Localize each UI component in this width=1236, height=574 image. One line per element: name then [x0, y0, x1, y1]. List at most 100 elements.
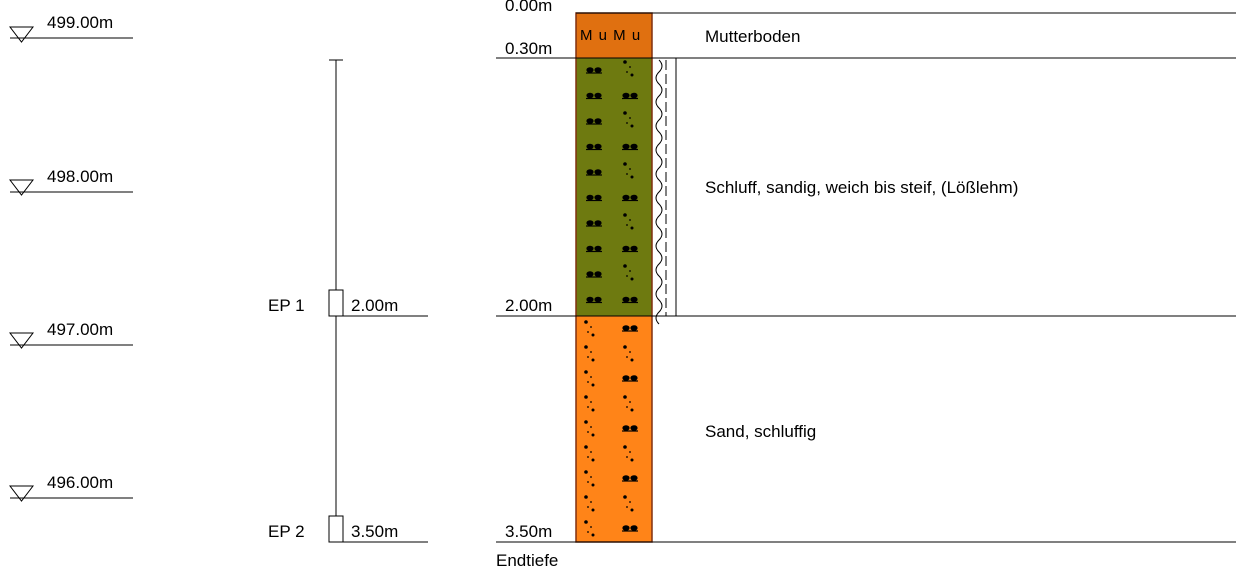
depth-label: 0.00m: [505, 0, 552, 15]
silt-grain-icon: [594, 92, 602, 99]
sand-grain-icon: [626, 275, 628, 277]
sand-grain-icon: [630, 175, 634, 179]
silt-grain-icon: [622, 325, 630, 331]
silt-grain-icon: [594, 67, 602, 73]
sand-grain-icon: [630, 73, 634, 77]
sand-grain-icon: [587, 331, 589, 333]
pattern-silt-sand: [586, 60, 638, 304]
sand-grain-icon: [626, 506, 628, 508]
end-depth-label: Endtiefe: [496, 551, 558, 570]
sand-grain-icon: [584, 520, 588, 524]
silt-grain-icon: [594, 245, 602, 252]
elevation-marker: 497.00m: [8, 320, 133, 349]
sample-label: EP 2: [268, 522, 305, 541]
silt-grain-icon: [630, 475, 638, 481]
sand-grain-icon: [587, 456, 589, 458]
sand-grain-icon: [590, 476, 592, 478]
silt-grain-icon: [594, 194, 602, 201]
sand-grain-icon: [591, 383, 595, 387]
layer-sand: [576, 316, 652, 542]
silt-grain-icon: [594, 220, 602, 226]
sand-grain-icon: [623, 395, 627, 399]
sample-column: EP 1 2.00m EP 2 3.50m: [268, 59, 428, 543]
silt-grain-icon: [630, 296, 638, 303]
depth-label: 3.50m: [505, 522, 552, 541]
sand-grain-icon: [629, 117, 631, 119]
sand-grain-icon: [626, 71, 628, 73]
sand-grain-icon: [623, 445, 627, 449]
sample-ep2: EP 2 3.50m: [268, 515, 428, 543]
sand-grain-icon: [584, 420, 588, 424]
elevation-label: 496.00m: [47, 473, 113, 492]
sand-grain-icon: [623, 162, 627, 166]
sand-grain-icon: [630, 408, 634, 412]
sand-grain-icon: [590, 526, 592, 528]
sand-grain-icon: [590, 376, 592, 378]
silt-grain-icon: [622, 475, 630, 481]
silt-grain-icon: [594, 271, 602, 277]
sand-grain-icon: [591, 483, 595, 487]
sand-grain-icon: [629, 401, 631, 403]
sand-grain-icon: [630, 277, 634, 281]
layer-mutterboden: [576, 13, 652, 58]
silt-grain-icon: [622, 194, 630, 201]
silt-grain-icon: [586, 245, 594, 252]
sand-grain-icon: [629, 219, 631, 221]
sand-grain-icon: [591, 508, 595, 512]
elevation-marker: 498.00m: [8, 167, 133, 196]
sand-grain-icon: [587, 356, 589, 358]
sand-grain-icon: [629, 270, 631, 272]
sand-grain-icon: [623, 213, 627, 217]
silt-grain-icon: [622, 525, 630, 531]
silt-grain-icon: [586, 296, 594, 303]
sand-grain-icon: [626, 356, 628, 358]
elevation-triangle-icon: [8, 26, 35, 43]
silt-grain-icon: [630, 525, 638, 531]
sand-grain-icon: [590, 426, 592, 428]
sample-box-icon: [328, 289, 344, 317]
sand-grain-icon: [587, 431, 589, 433]
sample-ep1: EP 1 2.00m: [268, 289, 428, 317]
silt-grain-icon: [622, 425, 630, 431]
silt-grain-icon: [586, 67, 594, 73]
sand-grain-icon: [630, 358, 634, 362]
silt-grain-icon: [586, 169, 594, 175]
layer-descriptions: Mutterboden Schluff, sandig, weich bis s…: [705, 27, 1018, 441]
sand-grain-icon: [584, 320, 588, 324]
sand-grain-icon: [584, 370, 588, 374]
sand-grain-icon: [591, 408, 595, 412]
layer-description: Mutterboden: [705, 27, 800, 46]
elevation-triangle-icon: [8, 485, 35, 502]
silt-grain-icon: [594, 169, 602, 175]
sand-grain-icon: [623, 345, 627, 349]
silt-grain-icon: [586, 143, 594, 150]
sample-box-icon: [328, 515, 344, 543]
silt-grain-icon: [622, 92, 630, 99]
sand-grain-icon: [590, 451, 592, 453]
sand-grain-icon: [590, 351, 592, 353]
depth-labels: 0.00m 0.30m 2.00m 3.50m Endtiefe: [496, 0, 558, 570]
sand-grain-icon: [626, 122, 628, 124]
consistency-symbol: [655, 58, 677, 325]
sand-grain-icon: [629, 66, 631, 68]
sand-grain-icon: [623, 264, 627, 268]
sand-grain-icon: [584, 495, 588, 499]
sand-grain-icon: [584, 470, 588, 474]
sand-grain-icon: [590, 326, 592, 328]
sand-grain-icon: [587, 531, 589, 533]
silt-grain-icon: [622, 296, 630, 303]
sand-grain-icon: [629, 168, 631, 170]
silt-grain-icon: [630, 194, 638, 201]
sample-depth: 2.00m: [351, 296, 398, 315]
sample-depth: 3.50m: [351, 522, 398, 541]
borehole-column: M u M u: [575, 12, 653, 543]
sand-grain-icon: [587, 506, 589, 508]
sand-grain-icon: [630, 124, 634, 128]
wavy-line-icon: [655, 59, 663, 325]
elevation-triangle-icon: [8, 179, 35, 196]
sand-grain-icon: [584, 395, 588, 399]
sand-grain-icon: [591, 533, 595, 537]
silt-grain-icon: [586, 194, 594, 201]
silt-grain-icon: [630, 425, 638, 431]
